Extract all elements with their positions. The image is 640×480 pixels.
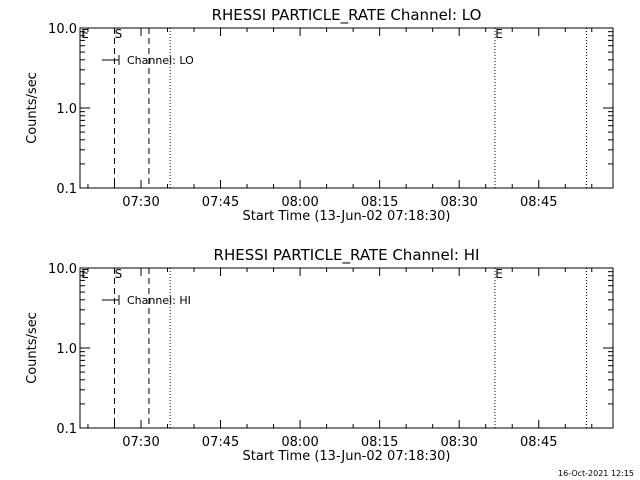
panel1-y-tick-label: 1.0 [56,102,77,117]
panel2-chart-title: RHESSI PARTICLE_RATE Channel: HI [214,246,480,265]
panel2-x-tick-label: 07:45 [202,435,239,450]
panel1-y-tick-label: 10.0 [48,22,77,37]
panel2-marker-label: E [495,267,503,281]
panel2-x-tick-label: 08:15 [361,435,398,450]
panel2-plot-frame [79,267,614,429]
panel1-x-tick-label: 08:45 [520,195,557,210]
panel2-y-tick-label: 1.0 [56,342,77,357]
panel2-x-tick-label: 08:45 [520,435,557,450]
panel2-x-tick-label: 08:00 [281,435,318,450]
panel1-marker-label: E [81,27,89,41]
panel1-x-tick-label: 08:00 [281,195,318,210]
panel2-x-axis-label: Start Time (13-Jun-02 07:18:30) [243,449,451,464]
panel2-legend-label: Channel: HI [127,294,191,307]
panel1-x-axis-label: Start Time (13-Jun-02 07:18:30) [243,209,451,224]
panel1-marker-label: S [115,27,123,41]
panel1-chart-title: RHESSI PARTICLE_RATE Channel: LO [212,6,482,25]
panel2-y-tick-label: 0.1 [56,422,77,437]
panel2-y-axis-label: Counts/sec [25,312,40,384]
panel1-marker-label: E [495,27,503,41]
panel1-legend-label: Channel: LO [127,54,194,67]
panel1-x-tick-label: 08:15 [361,195,398,210]
panel2-x-tick-label: 08:30 [440,435,477,450]
panel1-x-tick-label: 07:45 [202,195,239,210]
panel1-y-tick-label: 0.1 [56,182,77,197]
panel2-x-tick-label: 07:30 [122,435,159,450]
panel1-x-tick-label: 08:30 [440,195,477,210]
panel1-plot-frame [79,27,614,189]
panel1-x-tick-label: 07:30 [122,195,159,210]
panel2-y-tick-label: 10.0 [48,262,77,277]
timestamp: 16-Oct-2021 12:15 [558,469,634,478]
panel2-marker-label: S [115,267,123,281]
panel1-y-axis-label: Counts/sec [25,72,40,144]
panel2-marker-label: E [81,267,89,281]
